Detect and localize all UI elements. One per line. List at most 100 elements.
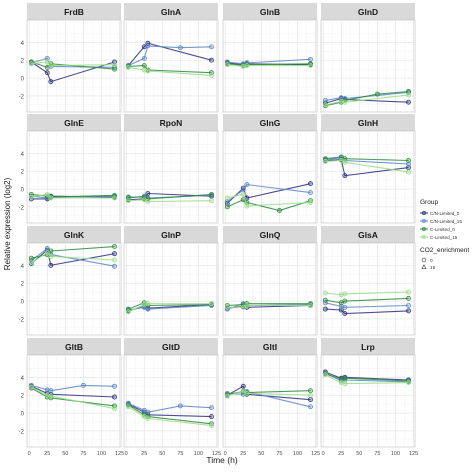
x-tick-label: 100 [391, 451, 400, 457]
data-point [112, 383, 117, 389]
data-point [48, 262, 54, 268]
data-point [322, 297, 328, 303]
data-point [48, 393, 54, 399]
data-point [406, 158, 411, 163]
legend-title: Group [420, 199, 438, 206]
facet-title: GlnG [260, 118, 281, 128]
data-point [406, 92, 411, 98]
facet-title: GlnD [358, 7, 378, 17]
x-tick-label: 50 [62, 451, 68, 457]
legend-label: C-Limited_15 [430, 235, 458, 240]
series-line [128, 402, 212, 413]
facet-title: FrdB [64, 7, 84, 17]
data-point [308, 388, 313, 394]
legend-label: C/N-Limited_0 [430, 211, 460, 216]
data-point [145, 409, 151, 415]
data-point [44, 191, 50, 197]
y-tick-label: 4 [21, 41, 25, 47]
y-tick-label: 2 [21, 394, 25, 400]
data-point [28, 61, 34, 67]
data-point [112, 406, 117, 412]
data-point [308, 63, 313, 69]
data-point [112, 263, 117, 269]
y-tick-label: 4 [21, 152, 25, 158]
y-tick-label: -2 [19, 429, 25, 435]
legend-label: C/N-Limited_15 [430, 219, 462, 224]
data-point [141, 67, 147, 73]
data-point [125, 194, 131, 200]
x-tick-label: 0 [224, 451, 227, 457]
data-point [48, 388, 54, 394]
plot-area [123, 130, 219, 224]
data-point [28, 255, 34, 261]
data-point [209, 191, 214, 197]
facet-panel: RpoN [123, 114, 219, 224]
facet-title: GlnP [161, 230, 181, 240]
data-point [406, 308, 411, 314]
data-point [342, 99, 348, 105]
data-point [209, 198, 214, 204]
data-point [276, 208, 282, 213]
y-tick-label: 0 [21, 188, 25, 194]
series-line [227, 199, 311, 212]
data-point [322, 372, 328, 378]
data-point [342, 291, 348, 297]
data-point [406, 380, 411, 386]
x-tick-label: 125 [212, 451, 221, 457]
plot-area [123, 242, 219, 336]
data-point [141, 302, 147, 308]
data-point [338, 380, 344, 386]
facet-title: GltB [65, 342, 83, 352]
data-point [342, 173, 348, 179]
facet-strip [124, 3, 218, 20]
facet-strip [321, 114, 415, 131]
data-point [308, 404, 313, 410]
facet-panel: GlnA [123, 3, 219, 113]
data-point [28, 194, 34, 200]
legend-label: 15 [430, 265, 436, 271]
facet-panel: GlnG [222, 114, 318, 224]
x-tick-label: 75 [276, 451, 282, 457]
data-point [308, 397, 313, 403]
facet-panel: FrdB -2 0 2 4 [19, 3, 122, 113]
data-point [308, 181, 313, 187]
series-line [227, 193, 311, 207]
x-tick-label: 25 [141, 451, 147, 457]
data-point [322, 158, 328, 164]
legend: Group C/N-Limited_0 C/N-Limited_15 C-Limite… [420, 199, 469, 271]
x-tick-label: 100 [97, 451, 106, 457]
facet-title: GlnB [260, 7, 280, 17]
series-line [325, 308, 409, 315]
data-point [406, 289, 411, 295]
x-tick-label: 50 [258, 451, 264, 457]
y-tick-label: 2 [21, 170, 25, 176]
facet-title: GlnQ [260, 230, 281, 240]
data-point [44, 250, 50, 256]
facet-title: GltD [162, 342, 180, 352]
series-line [31, 193, 115, 199]
data-point [209, 72, 214, 78]
data-point [224, 62, 230, 68]
data-point [125, 198, 131, 204]
facet-title: GlsA [358, 230, 378, 240]
y-tick-label: -2 [19, 205, 25, 211]
data-point [48, 195, 54, 201]
facet-strip [27, 114, 121, 131]
data-point [112, 244, 117, 250]
data-point [224, 204, 230, 210]
x-tick-label: 25 [240, 451, 246, 457]
data-point [240, 191, 246, 197]
plot-area [222, 354, 318, 448]
data-point [112, 66, 117, 72]
data-point [141, 63, 147, 69]
data-point [209, 423, 214, 429]
facet-panel: GlnQ [222, 226, 318, 336]
data-point [112, 62, 117, 68]
data-point [406, 169, 411, 175]
x-tick-label: 25 [44, 451, 50, 457]
data-point [145, 68, 151, 74]
legend-key-marker [421, 218, 427, 224]
facet-strip [124, 114, 218, 131]
data-point [112, 251, 117, 257]
data-point [322, 290, 328, 296]
